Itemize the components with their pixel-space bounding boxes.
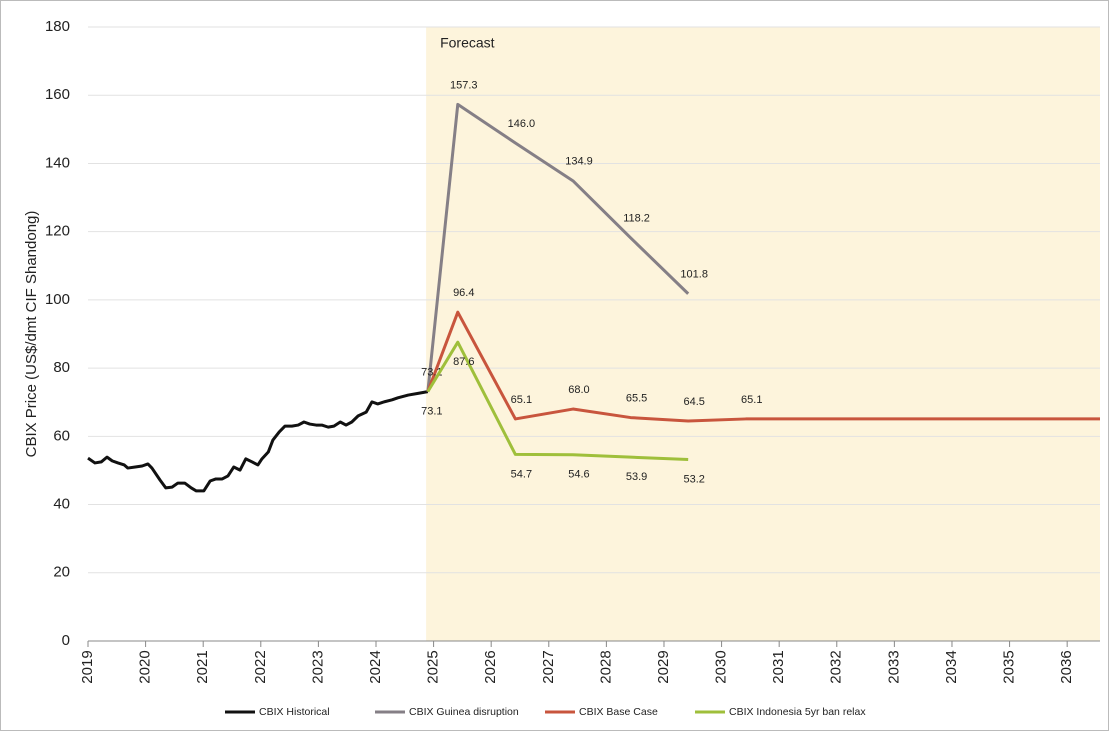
x-tick-label: 2033 [885, 650, 902, 683]
x-tick-label: 2023 [309, 650, 326, 683]
x-tick-label: 2021 [194, 650, 211, 683]
x-tick-label: 2030 [713, 650, 730, 683]
data-label: 53.2 [683, 473, 704, 485]
forecast-region [426, 27, 1100, 641]
x-tick-label: 2036 [1058, 650, 1075, 683]
x-tick-label: 2035 [1001, 650, 1018, 683]
y-tick-label: 100 [45, 291, 70, 308]
x-tick-label: 2031 [770, 650, 787, 683]
y-tick-label: 80 [53, 359, 70, 376]
data-label: 65.1 [741, 394, 762, 406]
x-tick-label: 2024 [367, 650, 384, 683]
data-label: 87.6 [453, 356, 474, 368]
x-tick-label: 2025 [425, 650, 442, 683]
data-label: 65.5 [626, 392, 647, 404]
data-label: 101.8 [680, 269, 708, 281]
data-label: 64.5 [683, 396, 704, 408]
y-tick-label: 120 [45, 223, 70, 240]
data-label: 54.7 [511, 468, 532, 480]
y-tick-label: 20 [53, 564, 70, 581]
data-label: 96.4 [453, 287, 474, 299]
x-tick-label: 2032 [828, 650, 845, 683]
data-label: 157.3 [450, 79, 478, 91]
series-line [426, 340, 689, 462]
x-tick-label: 2029 [655, 650, 672, 683]
data-label: 73.1 [421, 406, 442, 418]
x-tick-label: 2034 [943, 650, 960, 683]
data-label: 54.6 [568, 469, 589, 481]
y-tick-label: 60 [53, 427, 70, 444]
data-label: 134.9 [565, 156, 593, 168]
legend-label: CBIX Base Case [579, 706, 658, 718]
y-tick-label: 160 [45, 86, 70, 103]
legend-label: CBIX Historical [259, 706, 330, 718]
data-label: 65.1 [511, 394, 532, 406]
series-line [87, 390, 429, 493]
x-tick-label: 2019 [79, 650, 96, 683]
legend-label: CBIX Guinea disruption [409, 706, 519, 718]
series-line [426, 102, 690, 392]
x-tick-label: 2020 [137, 650, 154, 683]
y-tick-label: 140 [45, 154, 70, 171]
legend-label: CBIX Indonesia 5yr ban relax [729, 706, 866, 718]
data-label: 118.2 [623, 213, 650, 225]
data-label: 68.0 [568, 384, 589, 396]
x-tick-label: 2027 [540, 650, 557, 683]
x-tick-label: 2026 [482, 650, 499, 683]
data-label: 53.9 [626, 471, 647, 483]
series-line [426, 310, 1100, 423]
x-tick-label: 2028 [597, 650, 614, 683]
forecast-label: Forecast [440, 35, 495, 51]
y-axis-label: CBIX Price (US$/dmt CIF Shandong) [23, 211, 40, 458]
y-tick-label: 40 [53, 496, 70, 513]
y-tick-label: 0 [62, 632, 70, 649]
y-tick-label: 180 [45, 18, 70, 35]
data-label: 146.0 [508, 118, 536, 130]
x-tick-label: 2022 [252, 650, 269, 683]
